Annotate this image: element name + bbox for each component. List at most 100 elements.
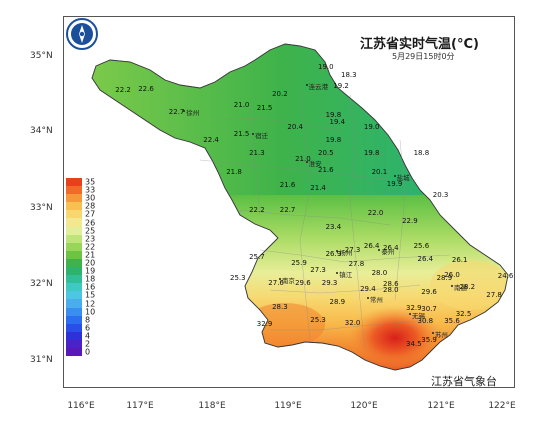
station-temperature-label[interactable]: 32.9 bbox=[256, 320, 273, 329]
city-name-label: 镇江 bbox=[339, 271, 353, 280]
station-temperature-label[interactable]: 20.5 bbox=[318, 148, 334, 157]
lat-tick-label: 33°N bbox=[30, 203, 53, 213]
city-marker[interactable] bbox=[408, 313, 411, 316]
city-marker[interactable] bbox=[336, 249, 339, 252]
lat-tick-label: 31°N bbox=[30, 355, 53, 365]
station-temperature-label[interactable]: 25.9 bbox=[291, 258, 307, 267]
station-temperature-label[interactable]: 21.0 bbox=[295, 154, 311, 163]
station-temperature-label[interactable]: 20.1 bbox=[371, 168, 388, 177]
legend-swatch bbox=[66, 210, 82, 219]
station-temperature-label[interactable]: 29.3 bbox=[321, 279, 338, 288]
city-marker[interactable] bbox=[366, 296, 369, 299]
county-boundaries bbox=[199, 89, 451, 351]
station-temperature-label[interactable]: 22.4 bbox=[203, 136, 219, 145]
station-temperature-label[interactable]: 18.3 bbox=[341, 71, 357, 79]
legend-swatch bbox=[66, 178, 82, 187]
station-temperature-label[interactable]: 22.7 bbox=[168, 107, 185, 116]
station-temperature-label[interactable]: 22.9 bbox=[402, 216, 418, 225]
station-temperature-label[interactable]: 26.4 bbox=[383, 243, 399, 252]
station-temperature-label[interactable]: 28.0 bbox=[371, 268, 388, 277]
station-temperature-label[interactable]: 21.8 bbox=[226, 168, 242, 177]
city-marker[interactable] bbox=[252, 133, 255, 136]
station-temperature-label[interactable]: 27.3 bbox=[310, 265, 326, 274]
station-temperature-label[interactable]: 29.6 bbox=[421, 287, 437, 296]
station-temperature-label[interactable]: 34.5 bbox=[406, 340, 422, 348]
station-temperature-label[interactable]: 21.6 bbox=[279, 181, 296, 190]
station-temperature-label[interactable]: 26.1 bbox=[451, 255, 468, 264]
station-temperature-label[interactable]: 29.4 bbox=[360, 284, 376, 293]
station-temperature-label[interactable]: 21.5 bbox=[233, 130, 250, 139]
station-temperature-label[interactable]: 26.4 bbox=[363, 242, 380, 250]
station-temperature-label[interactable]: 27.8 bbox=[486, 291, 502, 300]
station-temperature-label[interactable]: 21.6 bbox=[318, 166, 334, 174]
station-temperature-label[interactable]: 28.6 bbox=[383, 280, 399, 288]
station-temperature-label[interactable]: 32.5 bbox=[455, 309, 472, 318]
station-temperature-label[interactable]: 28.9 bbox=[329, 297, 346, 306]
legend-label: 22 bbox=[85, 242, 96, 252]
station-temperature-label[interactable]: 32.9 bbox=[406, 304, 422, 313]
station-temperature-label[interactable]: 29.6 bbox=[295, 279, 311, 288]
station-temperature-label[interactable]: 21.0 bbox=[233, 101, 250, 110]
station-temperature-label[interactable]: 27.8 bbox=[348, 260, 365, 269]
city-name-label: 泰州 bbox=[381, 247, 395, 256]
station-temperature-label[interactable]: 20.3 bbox=[432, 191, 449, 200]
station-temperature-label[interactable]: 19.2 bbox=[333, 82, 349, 91]
station-temperature-label[interactable]: 26.4 bbox=[417, 254, 434, 263]
legend-label: 25 bbox=[85, 226, 96, 236]
station-temperature-label[interactable]: 35.6 bbox=[444, 317, 460, 326]
station-temperature-label[interactable]: 20.4 bbox=[287, 122, 303, 131]
legend-label: 16 bbox=[85, 282, 96, 292]
station-temperature-label[interactable]: 19.4 bbox=[329, 118, 346, 127]
station-temperature-label[interactable]: 30.8 bbox=[417, 317, 434, 326]
city-marker[interactable] bbox=[378, 248, 381, 251]
station-temperature-label[interactable]: 28.3 bbox=[272, 302, 288, 311]
station-temperature-label[interactable]: 28.9 bbox=[436, 273, 453, 282]
station-temperature-label[interactable]: 24.6 bbox=[497, 272, 514, 281]
station-temperature-label[interactable]: 19.0 bbox=[363, 122, 380, 131]
station-temperature-label[interactable]: 27.6 bbox=[268, 278, 284, 287]
station-temperature-label[interactable]: 22.2 bbox=[115, 86, 131, 95]
station-temperature-label[interactable]: 22.7 bbox=[279, 206, 296, 215]
station-temperature-label[interactable]: 25.7 bbox=[249, 253, 265, 262]
map-title: 江苏省实时气温(°C) bbox=[360, 37, 479, 52]
city-marker[interactable] bbox=[305, 83, 308, 86]
station-temperature-label[interactable]: 20.2 bbox=[272, 90, 288, 98]
station-temperature-label[interactable]: 22.6 bbox=[138, 85, 154, 94]
station-temperature-label[interactable]: 28.2 bbox=[459, 283, 476, 291]
station-temperature-label[interactable]: 19.9 bbox=[386, 179, 403, 188]
city-name-label: 盐城 bbox=[396, 174, 410, 183]
station-temperature-label[interactable]: 21.5 bbox=[256, 104, 273, 113]
station-temperature-label[interactable]: 35.9 bbox=[421, 336, 437, 345]
lon-tick-label: 120°E bbox=[350, 401, 378, 411]
city-marker[interactable] bbox=[183, 109, 186, 112]
station-temperature-label[interactable]: 18.8 bbox=[413, 148, 430, 157]
station-temperature-label[interactable]: 19.8 bbox=[325, 135, 342, 144]
station-temperature-label[interactable]: 19.0 bbox=[318, 63, 334, 72]
station-temperature-label[interactable]: 21.3 bbox=[249, 149, 265, 158]
city-marker[interactable] bbox=[431, 332, 434, 335]
station-temperature-label[interactable]: 23.4 bbox=[325, 223, 342, 231]
station-temperature-label[interactable]: 22.2 bbox=[249, 206, 265, 215]
station-temperature-label[interactable]: 22.0 bbox=[367, 209, 384, 218]
city-marker[interactable] bbox=[451, 284, 454, 287]
city-marker[interactable] bbox=[278, 278, 281, 281]
station-temperature-label[interactable]: 19.8 bbox=[325, 110, 342, 119]
station-temperature-label[interactable]: 25.3 bbox=[310, 315, 326, 324]
legend-label: 30 bbox=[85, 193, 96, 203]
station-temperature-label[interactable]: 25.6 bbox=[413, 242, 430, 250]
city-marker[interactable] bbox=[305, 161, 308, 164]
station-temperature-label[interactable]: 32.0 bbox=[344, 318, 361, 327]
station-temperature-label[interactable]: 26.0 bbox=[444, 270, 460, 279]
city-marker[interactable] bbox=[393, 175, 396, 178]
station-temperature-label[interactable]: 25.3 bbox=[230, 273, 246, 282]
station-temperature-label[interactable]: 21.4 bbox=[310, 183, 326, 192]
station-temperature-label[interactable]: 27.3 bbox=[344, 245, 361, 254]
lon-tick-label: 119°E bbox=[274, 401, 302, 411]
station-temperature-label[interactable]: 19.8 bbox=[363, 149, 380, 158]
station-temperature-label[interactable]: 26.9 bbox=[325, 249, 342, 258]
city-marker[interactable] bbox=[336, 272, 339, 275]
station-temperature-label[interactable]: 28.0 bbox=[383, 286, 399, 295]
city-name-label: 南通 bbox=[454, 283, 468, 292]
station-temperature-label[interactable]: 30.7 bbox=[421, 305, 437, 314]
